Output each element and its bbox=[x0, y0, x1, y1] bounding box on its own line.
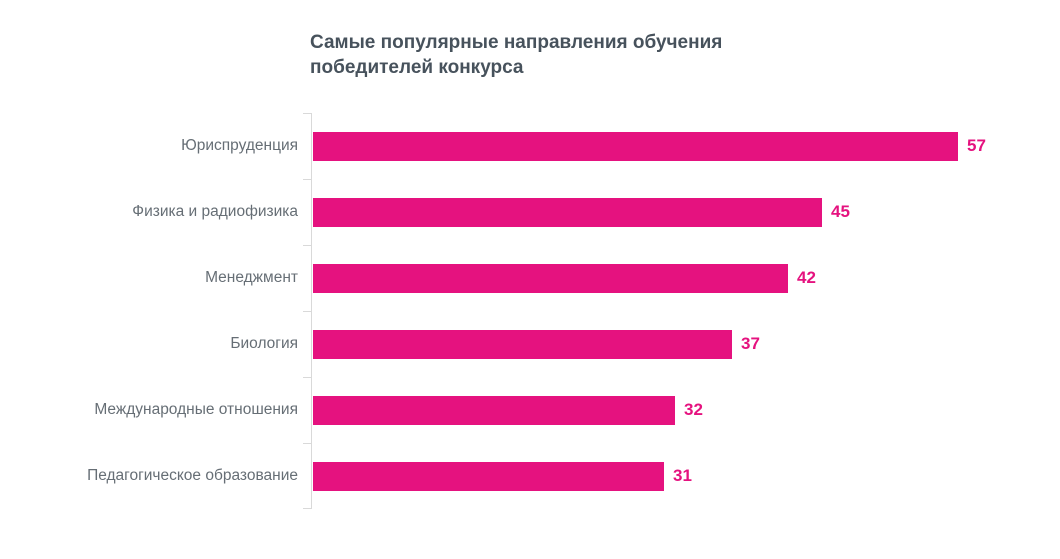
category-label: Биология bbox=[230, 335, 298, 352]
category-label: Юриспруденция bbox=[181, 137, 298, 154]
bar-row: Биология 37 bbox=[0, 311, 1060, 377]
y-axis-line bbox=[311, 113, 312, 509]
axis-tick bbox=[303, 113, 311, 114]
axis-tick bbox=[303, 376, 311, 378]
bar-row: Юриспруденция 57 bbox=[0, 113, 1060, 179]
bar-track: 37 bbox=[311, 311, 1060, 377]
bar bbox=[313, 461, 664, 491]
bar-track: 57 bbox=[311, 113, 1060, 179]
axis-tick bbox=[303, 443, 311, 444]
value-label: 32 bbox=[684, 400, 703, 419]
bar-row: Педагогическое образование 31 bbox=[0, 443, 1060, 509]
axis-tick bbox=[303, 244, 311, 246]
chart-title: Самые популярные направления обучения по… bbox=[310, 32, 723, 79]
bar-row: Международные отношения 32 bbox=[0, 377, 1060, 443]
bar bbox=[313, 263, 788, 293]
category-label: Физика и радиофизика bbox=[132, 203, 298, 220]
bar bbox=[313, 197, 822, 227]
axis-tick bbox=[303, 508, 311, 509]
bar bbox=[313, 395, 675, 425]
value-label: 57 bbox=[967, 136, 986, 155]
category-label: Менеджмент bbox=[205, 269, 298, 286]
bar bbox=[313, 131, 958, 161]
value-label: 42 bbox=[797, 268, 816, 287]
axis-tick bbox=[303, 311, 311, 312]
value-label: 37 bbox=[741, 334, 760, 353]
bar-track: 45 bbox=[311, 179, 1060, 245]
category-label: Международные отношения bbox=[94, 401, 298, 418]
axis-tick bbox=[303, 178, 311, 180]
value-label: 45 bbox=[831, 202, 850, 221]
bar bbox=[313, 329, 732, 359]
bar-track: 42 bbox=[311, 245, 1060, 311]
bar-row: Менеджмент 42 bbox=[0, 245, 1060, 311]
category-label: Педагогическое образование bbox=[87, 467, 298, 484]
bar-track: 31 bbox=[311, 443, 1060, 509]
plot-area: Юриспруденция 57 Физика и радиофизика 45 Мен… bbox=[0, 113, 1060, 509]
bar-track: 32 bbox=[311, 377, 1060, 443]
value-label: 31 bbox=[673, 466, 692, 485]
bar-row: Физика и радиофизика 45 bbox=[0, 179, 1060, 245]
